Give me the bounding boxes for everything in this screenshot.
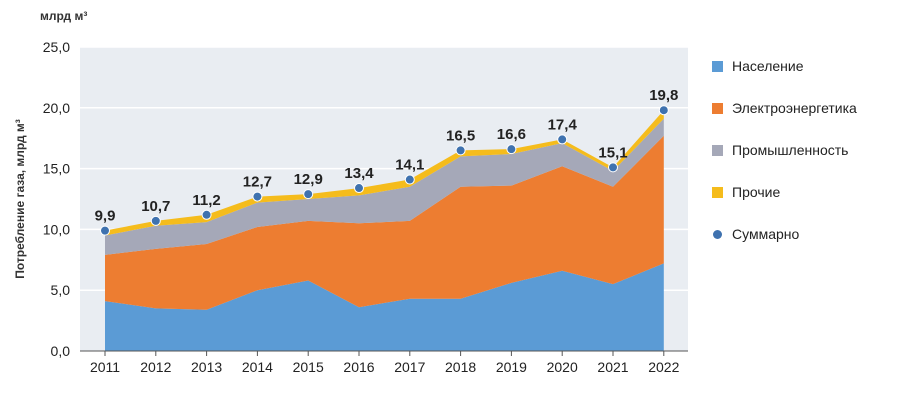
y-tick-label: 25,0 [43,39,70,55]
legend-dot-summarno [713,229,722,239]
total-point [303,189,314,200]
x-tick-label: 2018 [445,359,476,375]
total-label: 14,1 [395,157,424,174]
legend-item-prochie: Прочие [712,182,857,202]
y-axis-title: Потребление газа, млрд м³ [13,119,27,279]
legend-item-naselenie: Население [712,56,857,76]
x-tick-label: 2022 [648,359,679,375]
x-tick-label: 2013 [191,359,222,375]
total-point [100,225,110,236]
legend-item-summarno: Суммарно [712,224,857,244]
x-tick-label: 2012 [140,359,171,375]
x-tick-label: 2017 [394,359,425,375]
total-label: 13,4 [344,165,374,182]
total-point [506,144,517,155]
series-area-0 [105,263,664,351]
total-point [455,145,466,156]
total-label: 15,1 [598,144,627,161]
legend-item-promyshlennost: Промышленность [712,140,857,160]
legend: Население Электроэнергетика Промышленнос… [712,56,857,266]
series-areas [105,110,664,351]
total-label: 10,7 [141,198,170,215]
y-tick-label: 0,0 [51,343,71,359]
total-point [354,183,364,194]
y-tick-label: 20,0 [43,100,70,116]
total-label: 12,7 [243,174,272,191]
legend-label-electroenergetika: Электроэнергетика [732,100,857,116]
x-tick-label: 2020 [547,359,578,375]
legend-label-summarno: Суммарно [732,226,800,242]
total-label: 12,9 [294,171,323,188]
x-tick-label: 2016 [343,359,374,375]
total-label: 17,4 [548,116,578,133]
x-tick-label: 2021 [597,359,628,375]
total-point [201,209,212,220]
legend-item-electroenergetika: Электроэнергетика [712,98,857,118]
series-area-3 [105,110,664,236]
x-tick-label: 2014 [242,359,273,375]
ticks: 0,0 5,0 10,0 15,0 20,0 25,0 2011 2012 2013 2014 20… [43,39,680,375]
x-tick-label: 2011 [90,359,120,375]
y-tick-label: 10,0 [43,221,70,237]
total-point [658,105,669,116]
x-tick-label: 2015 [293,359,324,375]
legend-label-promyshlennost: Промышленность [732,142,849,158]
total-point [557,134,568,145]
y-tick-label: 5,0 [51,282,71,298]
total-point [150,215,161,226]
series-area-1 [105,135,664,310]
legend-swatch-prochie [712,186,723,198]
total-point [252,191,263,202]
total-label: 19,8 [649,87,678,104]
total-point [404,174,415,185]
total-markers: 9,9 10,7 11,2 12,7 12,9 13,4 14,1 16,5 16,6 17,4 1… [95,87,678,236]
y-tick-label: 15,0 [43,161,70,177]
unit-label: млрд м³ [40,9,87,23]
total-point [608,162,618,173]
axes [80,350,688,356]
series-area-2 [105,118,664,255]
total-label: 11,2 [192,192,220,209]
legend-swatch-naselenie [712,60,723,72]
total-label: 16,5 [446,127,475,144]
legend-swatch-electroenergetika [712,102,723,114]
legend-swatch-promyshlennost [712,144,723,156]
total-label: 16,6 [497,126,526,143]
total-label: 9,9 [95,208,116,225]
legend-label-naselenie: Население [732,58,804,74]
x-tick-label: 2019 [496,359,527,375]
legend-label-prochie: Прочие [732,184,781,200]
